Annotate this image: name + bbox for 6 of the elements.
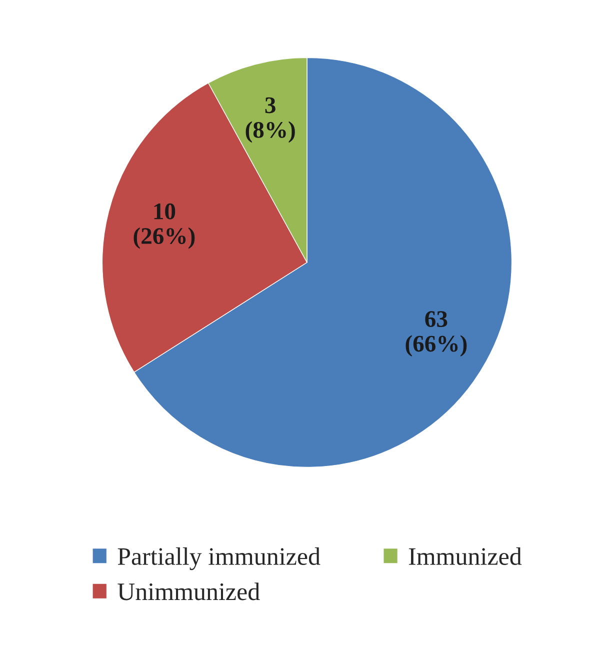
data-label: 63 (66%) — [406, 311, 467, 357]
data-label: 3 (8%) — [246, 97, 295, 143]
legend-label: Immunized — [408, 547, 522, 565]
legend-label: Unimmunized — [118, 582, 260, 600]
legend-label: Partially immunized — [118, 547, 320, 570]
data-label: 10 (26%) — [134, 203, 195, 249]
